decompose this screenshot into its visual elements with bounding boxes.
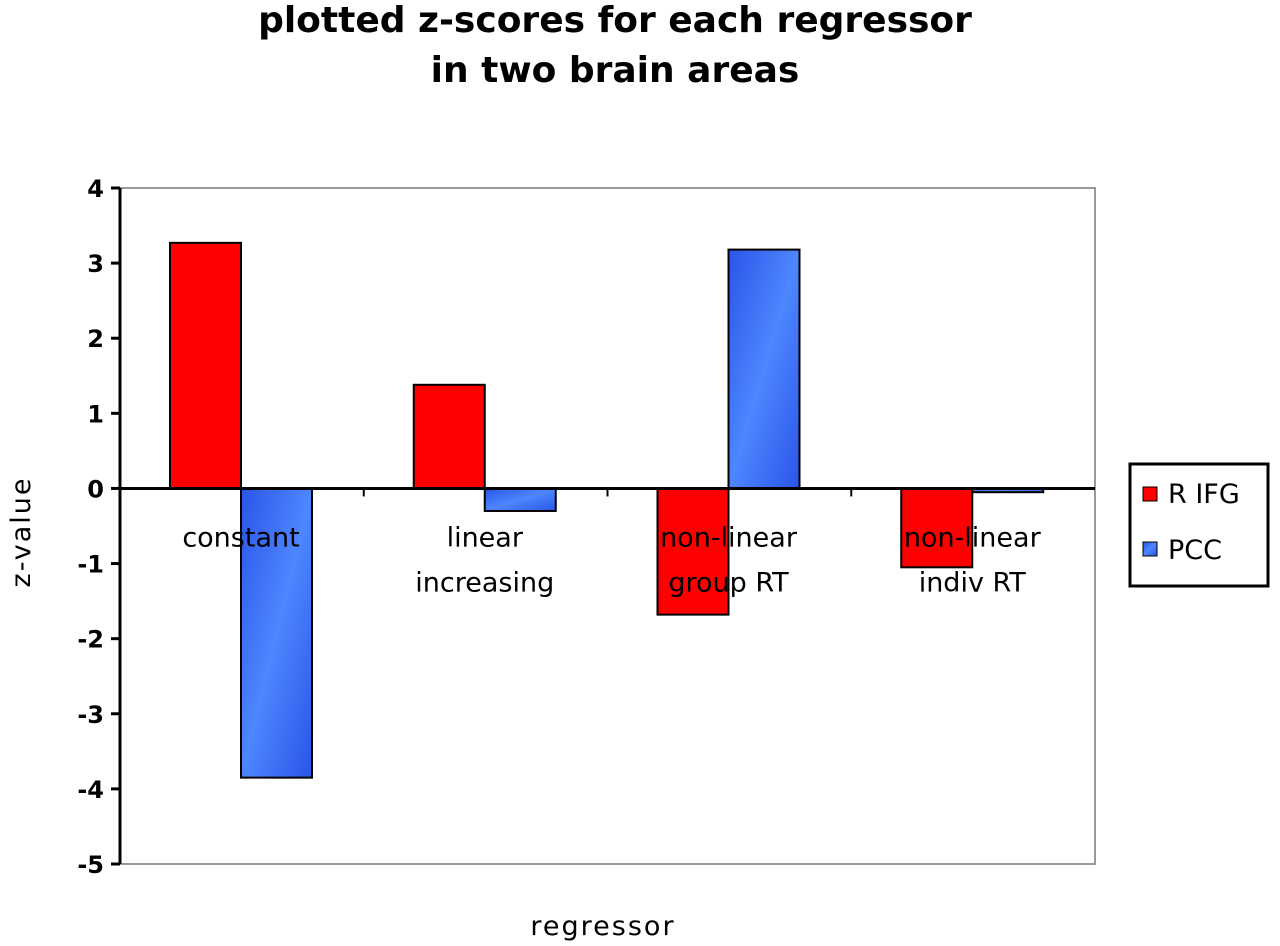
- category-label: increasing: [415, 567, 554, 598]
- bar-pcc-1: [483, 487, 557, 512]
- bars: [169, 241, 1045, 779]
- y-tick-label: -3: [77, 701, 104, 729]
- y-ticks: 4 3 2 1 0 -1 -2 -3 -4 -5: [77, 175, 120, 879]
- y-tick-label: 0: [87, 475, 104, 503]
- bar-r-ifg-0: [169, 241, 242, 490]
- y-tick-label: -4: [77, 776, 104, 804]
- y-tick-label: 1: [87, 400, 104, 428]
- y-axis-label: z-value: [6, 477, 37, 588]
- category-label: linear: [447, 522, 524, 553]
- legend-swatch-pcc: [1142, 541, 1158, 557]
- legend-label-pcc: PCC: [1168, 535, 1222, 566]
- y-tick-label: -5: [77, 851, 104, 879]
- bar-pcc-2: [727, 248, 801, 490]
- legend-swatch-r-ifg: [1142, 486, 1158, 502]
- category-label: indiv RT: [919, 567, 1027, 598]
- y-tick-label: 3: [87, 250, 104, 278]
- y-tick-label: -2: [77, 626, 104, 654]
- bar-r-ifg-2: [656, 487, 730, 616]
- legend-box: [1128, 462, 1270, 588]
- legend-label-r-ifg: R IFG: [1168, 479, 1240, 510]
- chart-title-line-1: plotted z-scores for each regressor: [258, 0, 972, 41]
- bar-r-ifg-1: [412, 383, 486, 490]
- y-tick-label: -1: [77, 551, 104, 579]
- y-tick-label: 2: [87, 325, 104, 353]
- category-label: group RT: [668, 567, 789, 598]
- y-tick-label: 4: [87, 175, 104, 203]
- category-labels: constant linear increasing non-linear group …: [182, 522, 1041, 598]
- chart-title-line-2: in two brain areas: [431, 50, 800, 91]
- x-axis-label: regressor: [530, 911, 675, 942]
- legend: R IFG PCC: [1128, 462, 1270, 588]
- category-label: constant: [182, 522, 299, 553]
- bar-pcc-0: [240, 487, 313, 779]
- category-label: non-linear: [904, 522, 1042, 553]
- category-label: non-linear: [660, 522, 798, 553]
